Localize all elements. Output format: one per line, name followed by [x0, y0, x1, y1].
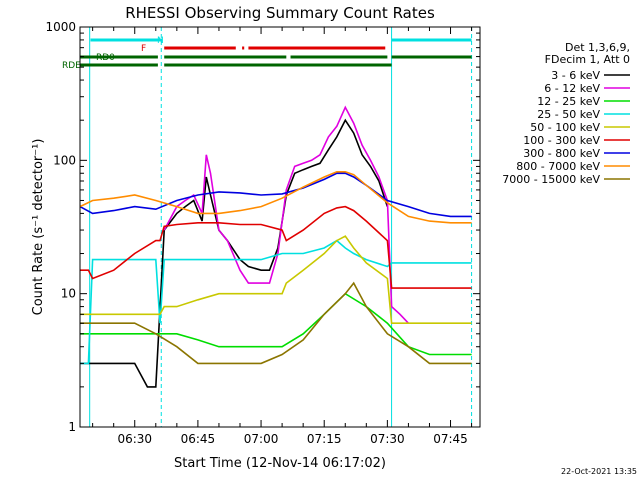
- x-tick-label-3: 07:15: [307, 432, 342, 446]
- y-tick-label-3: 1000: [45, 20, 76, 34]
- legend-label-6: 300 - 800 keV: [523, 147, 600, 160]
- x-tick-label-0: 06:30: [117, 432, 152, 446]
- x-tick-label-2: 07:00: [244, 432, 279, 446]
- x-axis-label: Start Time (12-Nov-14 06:17:02): [174, 456, 386, 471]
- legend-label-5: 100 - 300 keV: [523, 134, 600, 147]
- legend-header-1: FDecim 1, Att 0: [545, 53, 630, 66]
- legend-label-2: 12 - 25 keV: [537, 95, 600, 108]
- flag-label-rde: RDE: [62, 61, 81, 71]
- legend-label-4: 50 - 100 keV: [530, 121, 600, 134]
- series-line-5: [80, 205, 472, 289]
- legend-label-3: 25 - 50 keV: [537, 108, 600, 121]
- y-tick-label-0: 1: [68, 420, 76, 434]
- series-line-6: [79, 172, 472, 218]
- legend-header-0: Det 1,3,6,9,: [565, 41, 630, 54]
- chart-title: RHESSI Observing Summary Count Rates: [125, 4, 435, 22]
- plot-frame: [79, 26, 481, 428]
- legend-label-1: 6 - 12 keV: [544, 82, 600, 95]
- flag-label-n: N: [157, 36, 164, 46]
- x-tick-label-4: 07:30: [370, 432, 405, 446]
- y-tick-label-2: 100: [53, 153, 76, 167]
- series-line-1: [163, 105, 409, 324]
- legend-label-0: 3 - 6 keV: [551, 69, 600, 82]
- series-line-4: [80, 235, 472, 324]
- series-line-7: [79, 171, 472, 224]
- series-line-8: [80, 281, 472, 365]
- x-tick-label-5: 07:45: [433, 432, 468, 446]
- legend-label-8: 7000 - 15000 keV: [502, 173, 600, 186]
- y-axis-label: Count Rate (s⁻¹ detector⁻¹): [31, 139, 46, 316]
- y-tick-label-1: 10: [61, 287, 76, 301]
- flag-label-rd0: RD0: [96, 53, 115, 63]
- legend-label-7: 800 - 7000 keV: [516, 160, 600, 173]
- flag-label-f: F: [141, 44, 146, 54]
- timestamp-label: 22-Oct-2021 13:35: [561, 467, 637, 476]
- series-line-2: [80, 292, 472, 356]
- x-tick-label-1: 06:45: [181, 432, 216, 446]
